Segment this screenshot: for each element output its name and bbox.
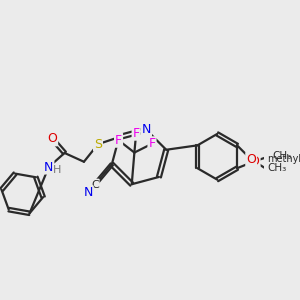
Text: C: C [91,180,99,190]
Text: F: F [148,137,155,150]
Text: F: F [133,127,140,140]
Text: methyl: methyl [267,154,300,164]
Text: F: F [115,134,122,147]
Text: CH₃: CH₃ [272,151,292,161]
Text: O: O [47,132,57,146]
Text: N: N [83,186,93,199]
Text: CH₃: CH₃ [267,163,286,173]
Text: H: H [53,165,62,175]
Text: O: O [246,153,256,166]
Text: N: N [44,160,53,173]
Text: S: S [94,138,102,151]
Text: N: N [142,123,151,136]
Text: O: O [250,155,260,168]
